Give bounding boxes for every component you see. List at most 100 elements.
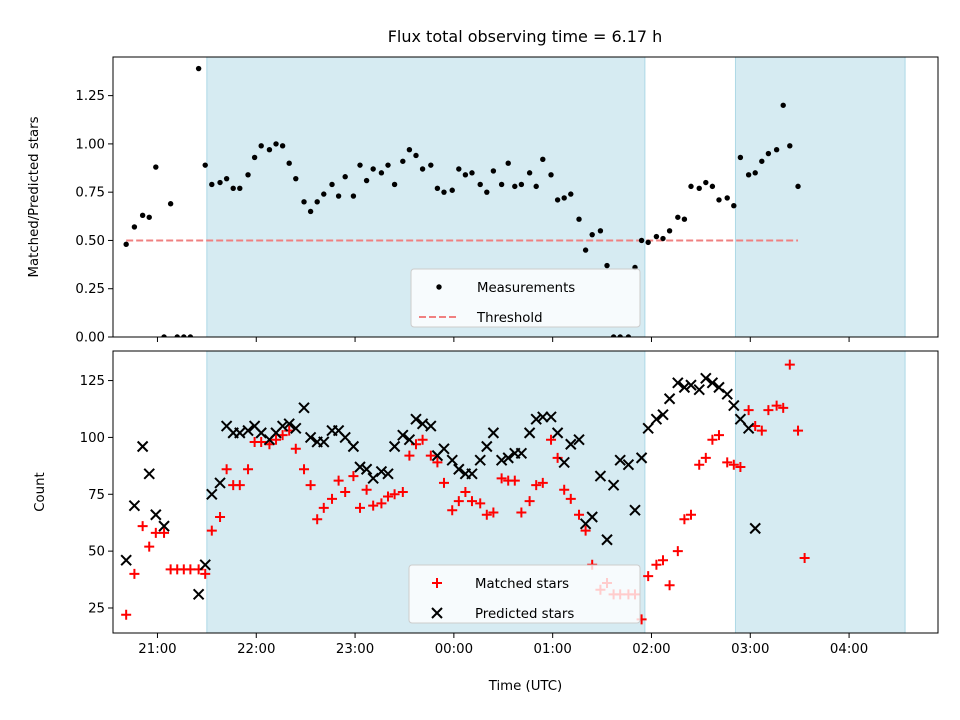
- data-point: [548, 172, 554, 178]
- data-point: [153, 164, 159, 170]
- data-point: [199, 559, 211, 571]
- data-point: [756, 425, 767, 436]
- data-point: [266, 146, 273, 153]
- data-point: [453, 463, 465, 475]
- data-point: [546, 434, 557, 445]
- data-point: [410, 413, 422, 425]
- data-point: [773, 146, 780, 153]
- data-point: [348, 471, 359, 482]
- data-point: [327, 493, 338, 504]
- y-tick-label: 0.00: [75, 331, 105, 346]
- data-point: [397, 429, 409, 441]
- data-point: [350, 193, 357, 199]
- data-point: [474, 454, 486, 466]
- data-point: [146, 214, 152, 220]
- data-point: [537, 411, 549, 423]
- y-axis-label: Count: [33, 472, 48, 512]
- data-point: [576, 216, 582, 222]
- series-matched-stars: [121, 359, 810, 625]
- data-point: [696, 185, 702, 192]
- legend-label: Predicted stars: [475, 607, 574, 622]
- axes-frame: [112, 350, 939, 634]
- x-tick-label: 02:00: [632, 642, 670, 657]
- data-point: [230, 185, 236, 192]
- data-point: [672, 377, 684, 389]
- data-point: [312, 514, 323, 525]
- data-point: [745, 172, 752, 178]
- x-tick-label: 00:00: [435, 642, 473, 657]
- data-point: [404, 450, 415, 461]
- data-point: [314, 199, 320, 205]
- data-point: [545, 411, 557, 423]
- data-point: [453, 496, 464, 507]
- data-point: [462, 172, 469, 178]
- data-point: [700, 452, 711, 463]
- data-point: [128, 499, 141, 512]
- data-point: [759, 158, 765, 164]
- shaded-interval: [734, 57, 906, 337]
- data-point: [438, 443, 450, 455]
- data-point: [487, 427, 500, 439]
- data-point: [643, 571, 654, 582]
- data-point: [370, 166, 376, 172]
- data-point: [597, 228, 604, 234]
- data-point: [481, 440, 493, 453]
- data-point: [318, 436, 330, 448]
- data-point: [678, 381, 691, 394]
- data-point: [161, 334, 167, 337]
- data-point: [187, 334, 194, 337]
- data-point: [795, 183, 801, 190]
- legend-box: [410, 268, 641, 328]
- data-point: [129, 568, 140, 579]
- data-point: [376, 498, 387, 509]
- legend-label: Matched stars: [475, 577, 569, 592]
- data-point: [136, 440, 149, 453]
- data-point: [403, 433, 416, 446]
- data-point: [245, 172, 251, 178]
- data-point: [685, 379, 697, 391]
- data-point: [466, 468, 478, 480]
- data-point: [234, 480, 245, 491]
- data-point: [449, 187, 455, 193]
- data-point: [664, 580, 675, 591]
- data-point: [200, 568, 211, 579]
- data-point: [638, 237, 645, 244]
- y-tick-label: 75: [88, 488, 105, 503]
- data-point: [523, 427, 536, 439]
- data-point: [509, 475, 520, 486]
- data-point: [731, 202, 737, 209]
- data-point: [706, 377, 719, 389]
- data-point: [672, 546, 683, 557]
- data-point: [388, 440, 401, 453]
- data-point: [765, 150, 772, 157]
- data-point: [419, 166, 426, 172]
- data-point: [137, 521, 148, 532]
- data-point: [793, 425, 804, 436]
- data-point: [333, 475, 344, 486]
- data-point: [625, 334, 632, 337]
- data-point: [123, 241, 129, 248]
- data-point: [645, 239, 651, 246]
- data-point: [223, 175, 230, 182]
- y-tick-label: 0.25: [75, 282, 105, 297]
- data-point: [329, 181, 335, 188]
- data-point: [276, 420, 289, 432]
- data-point: [531, 480, 542, 491]
- data-point: [502, 452, 514, 464]
- data-point: [378, 170, 385, 176]
- data-point: [283, 418, 295, 430]
- data-point: [642, 422, 654, 435]
- data-point: [446, 454, 458, 466]
- data-point: [752, 170, 758, 176]
- data-point: [355, 502, 366, 513]
- data-point: [559, 484, 570, 495]
- data-point: [617, 334, 623, 337]
- data-point: [530, 413, 542, 425]
- data-point: [742, 422, 755, 435]
- data-point: [601, 534, 613, 546]
- data-point: [724, 195, 730, 201]
- data-point: [335, 193, 342, 199]
- data-point: [258, 143, 264, 149]
- data-point: [675, 214, 681, 220]
